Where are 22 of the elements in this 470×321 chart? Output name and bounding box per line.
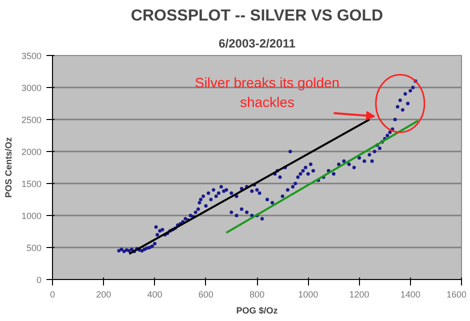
x-tick-label: 1200 [349, 290, 370, 300]
annotation: Silver breaks its golden shackles [194, 74, 340, 110]
x-tick-label: 0 [50, 290, 56, 300]
x-tick-label: 600 [198, 290, 214, 300]
chart-title: CROSSPLOT -- SILVER VS GOLD [130, 8, 384, 24]
y-tick-label: 3500 [21, 51, 42, 61]
y-axis-title: POS Cents/Oz [3, 136, 14, 198]
x-tick-label: 400 [147, 290, 162, 300]
x-tick-label: 200 [96, 290, 112, 300]
x-axis-title: POG $/Oz [236, 306, 278, 316]
y-tick-label: 2500 [21, 115, 42, 125]
x-tick-label: 1000 [298, 290, 318, 300]
y-tick-label: 1000 [21, 211, 42, 221]
chart-subtitle: 6/2003-2/2011 [218, 36, 296, 50]
y-tick-label: 500 [26, 243, 42, 253]
x-tick-label: 800 [249, 290, 265, 300]
x-tick-label: 1400 [400, 290, 420, 300]
y-tick-label: 3000 [21, 83, 42, 93]
y-tick-label: 2000 [21, 147, 42, 157]
x-tick-label: 1600 [446, 290, 467, 300]
y-tick-label: 1500 [21, 179, 42, 189]
y-tick-label: 0 [36, 275, 42, 285]
